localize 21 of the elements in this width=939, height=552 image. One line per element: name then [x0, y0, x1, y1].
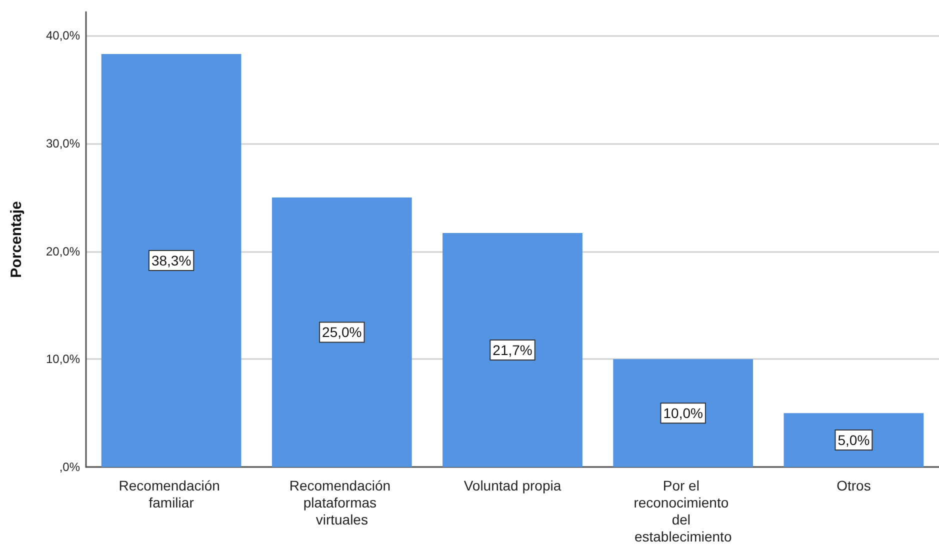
- bar: [101, 54, 242, 467]
- x-tick-label: Otros: [836, 478, 871, 494]
- x-tick-label: Por el reconocimiento del establecimiento: [634, 478, 733, 544]
- data-label: 25,0%: [322, 324, 362, 340]
- y-tick-label: 10,0%: [46, 352, 80, 366]
- data-label: 21,7%: [492, 342, 532, 358]
- x-tick-label: Recomendación plataformas virtuales: [289, 478, 394, 528]
- data-label: 10,0%: [663, 405, 703, 422]
- bar: [272, 197, 412, 467]
- y-tick-label: ,0%: [59, 460, 80, 474]
- y-tick-label: 30,0%: [46, 136, 80, 151]
- y-axis-title: Porcentaje: [8, 201, 25, 278]
- bar: [442, 233, 582, 467]
- y-tick-label: 20,0%: [46, 244, 80, 258]
- y-tick-label: 40,0%: [46, 28, 80, 43]
- x-tick-label: Voluntad propia: [464, 478, 562, 494]
- data-label: 38,3%: [151, 252, 192, 269]
- bar: [613, 359, 754, 467]
- bar: [784, 413, 924, 467]
- data-label: 5,0%: [838, 432, 870, 448]
- x-tick-label: Recomendación familiar: [118, 478, 224, 510]
